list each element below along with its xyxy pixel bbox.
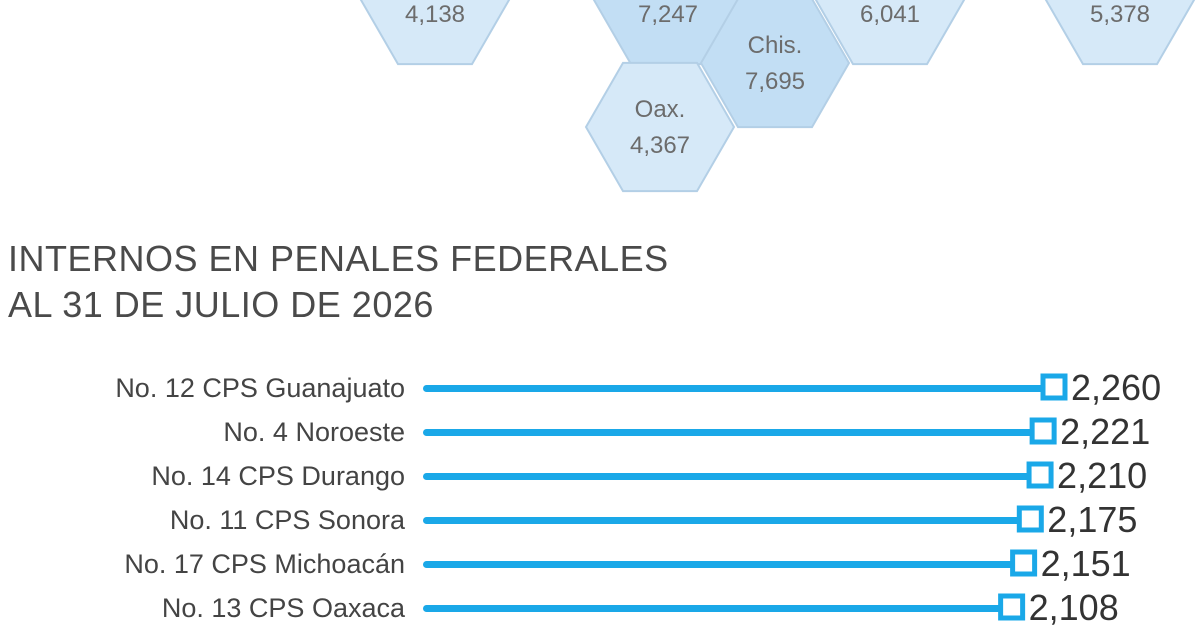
- hex-value-label: 4,138: [405, 1, 465, 28]
- value-label: 2,221: [1060, 411, 1150, 452]
- hex-shape: [359, 0, 511, 66]
- hex-shape: [1044, 0, 1196, 66]
- state-hex-map: 4,138 7,247 6,041 5,378 Chis. 7,695 Oax. 4,367: [359, 0, 1196, 193]
- category-label: No. 4 Noroeste: [223, 417, 405, 447]
- hex-value-label: 6,041: [860, 1, 920, 28]
- hex-cell: 5,378: [1044, 0, 1196, 66]
- value-label: 2,151: [1041, 543, 1131, 584]
- value-label: 2,260: [1071, 367, 1161, 408]
- bar-chart: No. 12 CPS Guanajuato 2,260 No. 4 Noroeste…: [115, 367, 1161, 628]
- bar-end-marker: [1029, 417, 1057, 445]
- bar: [423, 429, 1043, 436]
- category-label: No. 14 CPS Durango: [151, 461, 405, 491]
- value-label: 2,210: [1057, 455, 1147, 496]
- category-label: No. 17 CPS Michoacán: [124, 549, 405, 579]
- bar: [423, 517, 1030, 524]
- bar-end-marker: [1040, 373, 1068, 401]
- category-label: No. 13 CPS Oaxaca: [162, 593, 406, 623]
- value-label: 2,108: [1029, 587, 1119, 628]
- chart-subtitle: AL 31 DE JULIO DE 2026: [8, 284, 434, 325]
- hex-cell: 4,138: [359, 0, 511, 66]
- hex-value-label: 4,367: [630, 132, 690, 159]
- hex-cell: 6,041: [814, 0, 966, 66]
- bar-end-marker: [1026, 461, 1054, 489]
- hex-shape: [584, 61, 736, 193]
- hex-value-label: 7,695: [745, 68, 805, 95]
- bar: [423, 561, 1023, 568]
- hex-shape: [699, 0, 851, 129]
- bar: [423, 385, 1053, 392]
- hex-cell: Chis. 7,695: [699, 0, 851, 129]
- hex-state-label: Chis.: [748, 32, 803, 59]
- hex-value-label: 7,247: [638, 1, 698, 28]
- bar-end-marker: [998, 593, 1026, 621]
- value-label: 2,175: [1047, 499, 1137, 540]
- hex-cell: Oax. 4,367: [584, 61, 736, 193]
- hex-shape: [814, 0, 966, 66]
- bar: [423, 605, 1011, 612]
- category-label: No. 12 CPS Guanajuato: [115, 373, 405, 403]
- category-label: No. 11 CPS Sonora: [170, 505, 406, 535]
- chart-title: INTERNOS EN PENALES FEDERALES: [8, 238, 669, 279]
- hex-value-label: 5,378: [1090, 1, 1150, 28]
- bar: [423, 473, 1040, 480]
- bar-end-marker: [1010, 549, 1038, 577]
- hex-state-label: Oax.: [635, 96, 686, 123]
- bar-end-marker: [1016, 505, 1044, 533]
